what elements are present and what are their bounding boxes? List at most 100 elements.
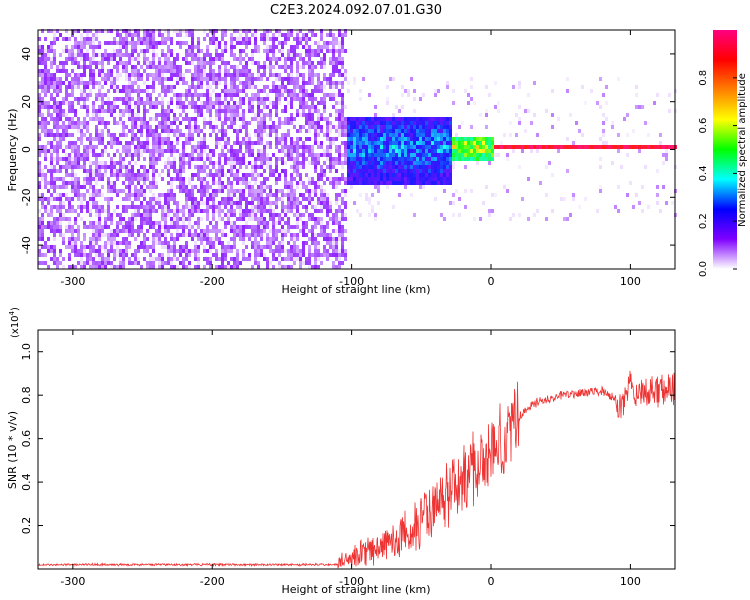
heatmap-cell bbox=[95, 81, 98, 85]
heatmap-cell bbox=[161, 65, 164, 69]
heatmap-cell bbox=[263, 69, 266, 73]
heatmap-cell bbox=[77, 153, 80, 157]
heatmap-cell bbox=[626, 133, 629, 137]
heatmap-cell bbox=[137, 33, 140, 37]
heatmap-cell bbox=[167, 145, 170, 149]
heatmap-cell bbox=[158, 221, 161, 225]
heatmap-cell bbox=[230, 41, 233, 45]
heatmap-cell bbox=[206, 61, 209, 65]
heatmap-cell bbox=[239, 69, 242, 73]
heatmap-cell bbox=[80, 193, 83, 197]
heatmap-cell bbox=[296, 109, 299, 113]
heatmap-cell bbox=[221, 233, 224, 237]
heatmap-cell bbox=[137, 257, 140, 261]
heatmap-cell bbox=[221, 253, 224, 257]
heatmap-cell bbox=[260, 249, 263, 253]
heatmap-cell bbox=[443, 153, 446, 157]
heatmap-cell bbox=[659, 141, 662, 145]
heatmap-cell bbox=[62, 177, 65, 181]
heatmap-cell bbox=[260, 89, 263, 93]
heatmap-cell bbox=[104, 93, 107, 97]
heatmap-cell bbox=[122, 97, 125, 101]
heatmap-cell bbox=[131, 201, 134, 205]
heatmap-cell bbox=[383, 145, 386, 149]
heatmap-cell bbox=[365, 177, 368, 181]
heatmap-cell bbox=[320, 89, 323, 93]
heatmap-cell bbox=[668, 109, 671, 113]
heatmap-cell bbox=[317, 185, 320, 189]
heatmap-cell bbox=[146, 221, 149, 225]
heatmap-cell bbox=[71, 185, 74, 189]
heatmap-cell bbox=[182, 233, 185, 237]
heatmap-cell bbox=[161, 153, 164, 157]
heatmap-cell bbox=[194, 89, 197, 93]
heatmap-cell bbox=[80, 261, 83, 265]
heatmap-cell bbox=[230, 213, 233, 217]
heatmap-cell bbox=[479, 149, 482, 153]
heatmap-cell bbox=[98, 81, 101, 85]
heatmap-cell bbox=[167, 261, 170, 265]
heatmap-cell bbox=[104, 53, 107, 57]
heatmap-cell bbox=[434, 157, 437, 161]
heatmap-cell bbox=[272, 173, 275, 177]
heatmap-cell bbox=[290, 209, 293, 213]
heatmap-cell bbox=[458, 213, 461, 217]
heatmap-cell bbox=[155, 101, 158, 105]
heatmap-cell bbox=[239, 197, 242, 201]
heatmap-cell bbox=[470, 97, 473, 101]
heatmap-cell bbox=[260, 97, 263, 101]
heatmap-cell bbox=[122, 225, 125, 229]
heatmap-cell bbox=[482, 149, 485, 153]
heatmap-cell bbox=[110, 213, 113, 217]
heatmap-cell bbox=[128, 229, 131, 233]
heatmap-cell bbox=[47, 221, 50, 225]
heatmap-cell bbox=[89, 29, 92, 33]
heatmap-cell bbox=[68, 101, 71, 105]
heatmap-cell bbox=[311, 89, 314, 93]
heatmap-cell bbox=[338, 261, 341, 265]
heatmap-cell bbox=[266, 97, 269, 101]
heatmap-cell bbox=[263, 209, 266, 213]
heatmap-cell bbox=[77, 205, 80, 209]
heatmap-cell bbox=[47, 249, 50, 253]
heatmap-cell bbox=[344, 125, 347, 129]
heatmap-cell bbox=[476, 137, 479, 141]
heatmap-cell bbox=[272, 213, 275, 217]
heatmap-cell bbox=[62, 237, 65, 241]
heatmap-cell bbox=[344, 69, 347, 73]
heatmap-cell bbox=[122, 253, 125, 257]
heatmap-cell bbox=[356, 133, 359, 137]
heatmap-cell bbox=[110, 265, 113, 269]
heatmap-cell bbox=[614, 205, 617, 209]
heatmap-cell bbox=[332, 253, 335, 257]
heatmap-cell bbox=[359, 161, 362, 165]
heatmap-cell bbox=[257, 197, 260, 201]
heatmap-cell bbox=[404, 121, 407, 125]
heatmap-cell bbox=[146, 125, 149, 129]
heatmap-cell bbox=[329, 253, 332, 257]
heatmap-cell bbox=[434, 181, 437, 185]
heatmap-cell bbox=[260, 225, 263, 229]
heatmap-cell bbox=[275, 93, 278, 97]
heatmap-cell bbox=[308, 45, 311, 49]
heatmap-cell bbox=[68, 241, 71, 245]
heatmap-cell bbox=[380, 137, 383, 141]
heatmap-cell bbox=[179, 177, 182, 181]
heatmap-cell bbox=[164, 205, 167, 209]
heatmap-cell bbox=[287, 29, 290, 33]
heatmap-cell bbox=[656, 93, 659, 97]
heatmap-cell bbox=[50, 193, 53, 197]
heatmap-cell bbox=[248, 69, 251, 73]
heatmap-cell bbox=[176, 73, 179, 77]
heatmap-cell bbox=[164, 129, 167, 133]
heatmap-cell bbox=[83, 45, 86, 49]
heatmap-cell bbox=[293, 253, 296, 257]
heatmap-cell bbox=[611, 161, 614, 165]
heatmap-cell bbox=[50, 205, 53, 209]
heatmap-cell bbox=[260, 185, 263, 189]
heatmap-cell bbox=[305, 117, 308, 121]
heatmap-cell bbox=[404, 141, 407, 145]
heatmap-cell bbox=[152, 185, 155, 189]
heatmap-cell bbox=[242, 209, 245, 213]
heatmap-cell bbox=[344, 257, 347, 261]
